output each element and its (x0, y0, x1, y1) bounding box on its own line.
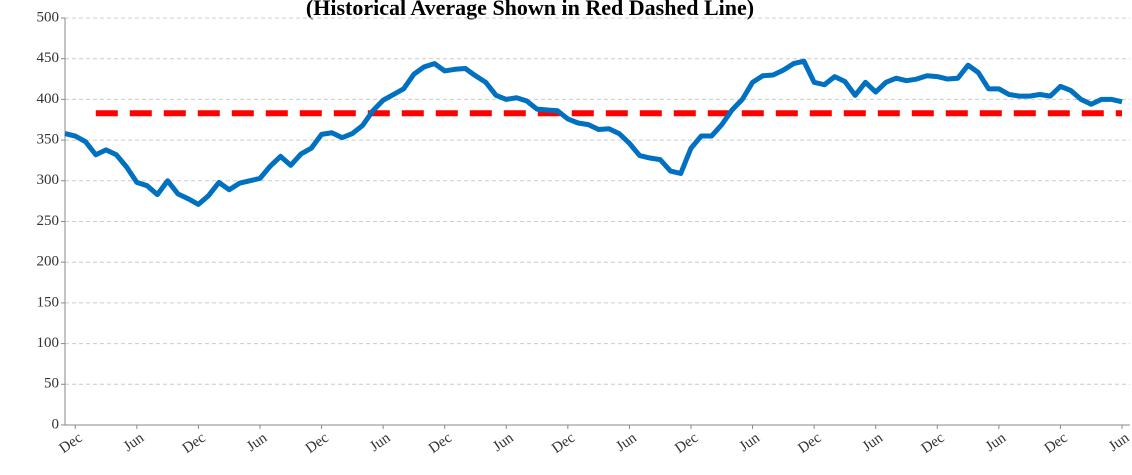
x-tick-label: Jun (1106, 430, 1132, 455)
x-tick-label: Dec (549, 430, 578, 457)
y-tick-label: 450 (37, 50, 60, 66)
x-tick-label: Jun (983, 430, 1010, 455)
y-tick-label: 50 (44, 376, 59, 392)
x-tick-label: Jun (121, 430, 148, 455)
x-tick-label: Jun (613, 430, 640, 455)
x-tick-label: Dec (426, 430, 455, 457)
x-tick-label: Jun (490, 430, 517, 455)
x-tick-label: Dec (795, 430, 824, 457)
x-tick-label: Jun (860, 430, 887, 455)
y-tick-label: 200 (37, 254, 60, 270)
data-line (64, 58, 1123, 207)
x-tick-label: Jun (367, 430, 394, 455)
y-tick-label: 500 (37, 9, 60, 25)
y-tick-label: 350 (37, 132, 60, 148)
x-tick-label: Dec (919, 430, 948, 457)
x-tick-label: Jun (244, 430, 271, 455)
y-tick-label: 250 (37, 213, 60, 229)
y-tick-label: 300 (37, 172, 60, 188)
chart-subtitle: (Historical Average Shown in Red Dashed … (306, 0, 754, 20)
x-tick-label: Dec (672, 430, 701, 457)
x-tick-label: Dec (303, 430, 332, 457)
x-tick-label: Dec (180, 430, 209, 457)
x-tick-label: Jun (737, 430, 764, 455)
y-tick-label: 400 (37, 91, 60, 107)
x-tick-label: Dec (57, 430, 86, 457)
y-tick-label: 0 (52, 416, 60, 432)
x-tick-label: Dec (1042, 430, 1071, 457)
y-tick-label: 100 (37, 335, 60, 351)
y-tick-label: 150 (37, 294, 60, 310)
